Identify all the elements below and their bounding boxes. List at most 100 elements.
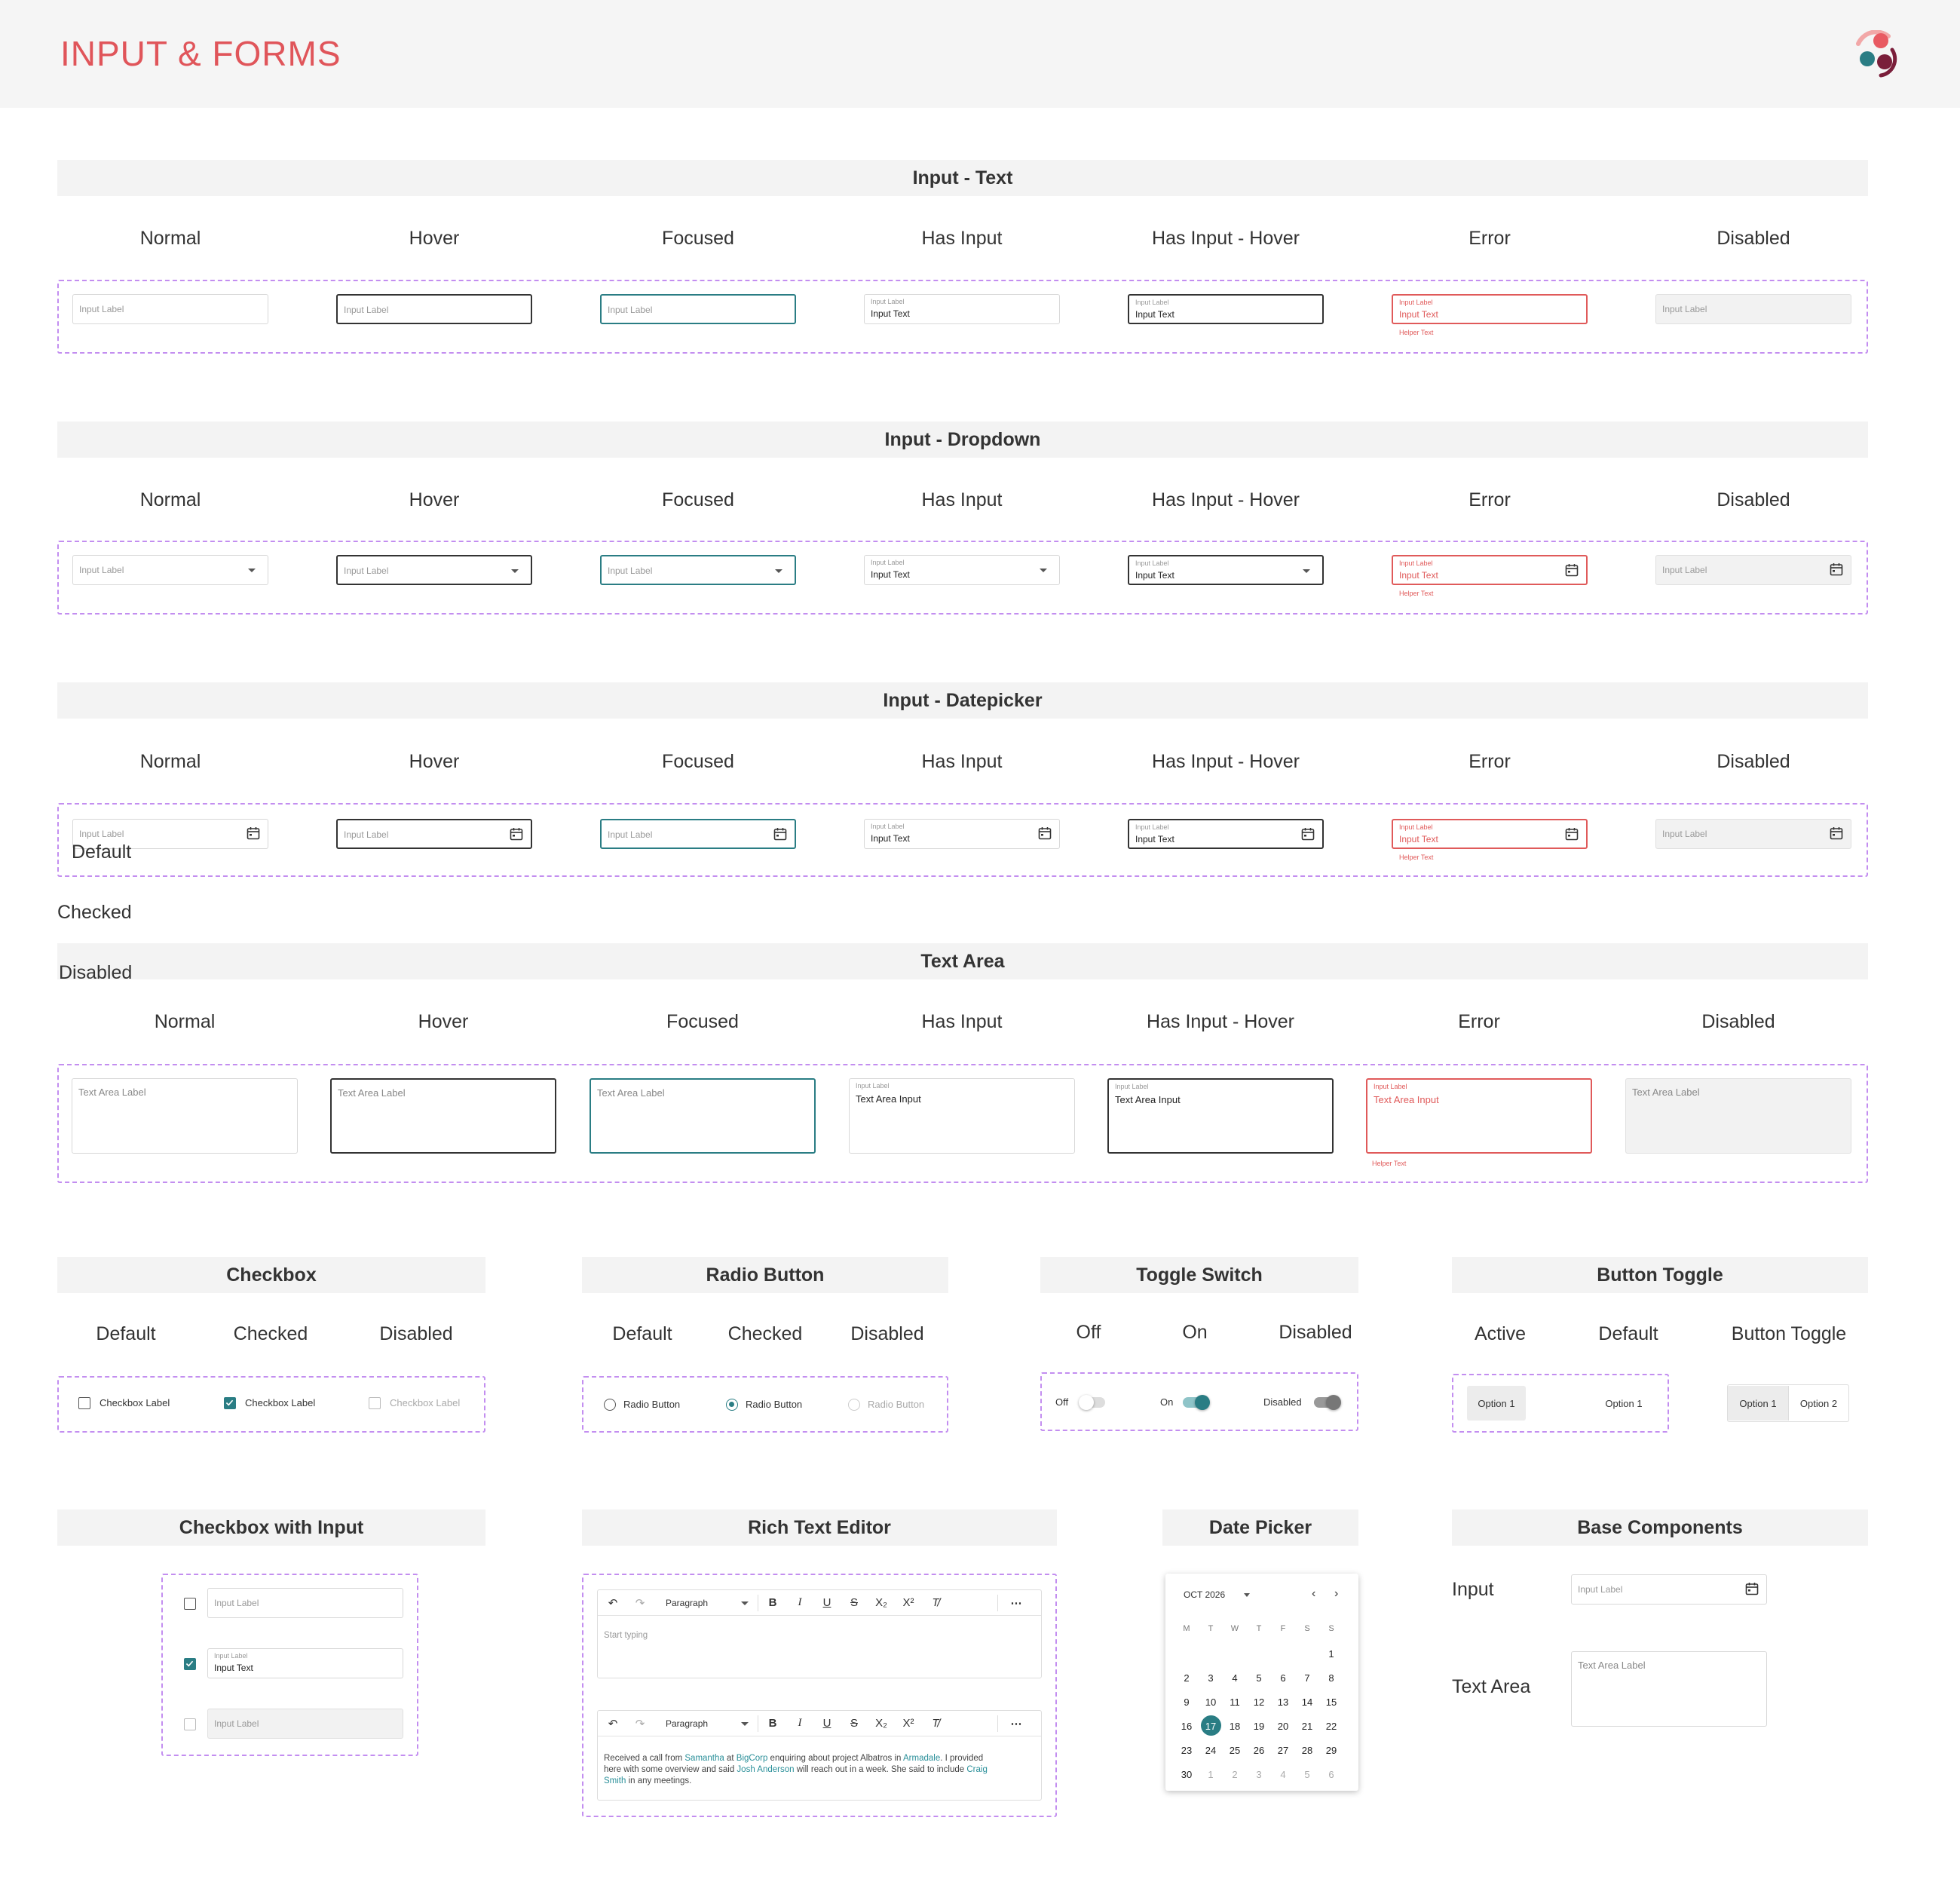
calendar-day[interactable]: 8: [1328, 1672, 1334, 1684]
toggle-on[interactable]: [1183, 1395, 1210, 1410]
chevron-down-icon[interactable]: [1040, 569, 1047, 572]
calendar-day[interactable]: 6: [1280, 1672, 1286, 1684]
strikethrough-icon[interactable]: S: [850, 1717, 858, 1730]
calendar-icon[interactable]: [1301, 827, 1315, 841]
calendar-day[interactable]: 2: [1184, 1672, 1190, 1684]
text-field-focused[interactable]: Input Label: [600, 294, 796, 324]
chevron-down-icon[interactable]: [1244, 1593, 1250, 1597]
calendar-day[interactable]: 30: [1181, 1768, 1193, 1780]
calendar-day[interactable]: 24: [1205, 1744, 1217, 1756]
dropdown-field-hashover[interactable]: Input Label Input Text: [1128, 555, 1324, 585]
calendar-day[interactable]: 16: [1181, 1720, 1193, 1732]
dropdown-field-hasinput[interactable]: Input Label Input Text: [864, 555, 1060, 585]
base-textarea[interactable]: Text Area Label: [1571, 1651, 1767, 1727]
calendar-day[interactable]: 15: [1325, 1696, 1337, 1708]
base-input-field[interactable]: Input Label: [1571, 1574, 1767, 1605]
textarea-hasinput[interactable]: Input Label Text Area Input: [849, 1078, 1075, 1154]
radio[interactable]: [604, 1399, 616, 1411]
calendar-day[interactable]: 10: [1205, 1696, 1217, 1708]
calendar-day[interactable]: 28: [1301, 1744, 1313, 1756]
calendar-day[interactable]: 3: [1208, 1672, 1214, 1684]
calendar-icon[interactable]: [1830, 562, 1843, 576]
chevron-right-icon[interactable]: ›: [1334, 1587, 1339, 1600]
calendar-icon[interactable]: [510, 827, 523, 841]
bold-icon[interactable]: B: [768, 1596, 777, 1609]
bold-icon[interactable]: B: [768, 1717, 777, 1730]
calendar-day[interactable]: 29: [1325, 1744, 1337, 1756]
text-field-normal[interactable]: Input Label: [72, 294, 268, 324]
redo-icon[interactable]: ↷: [635, 1597, 645, 1610]
calendar-day[interactable]: 14: [1301, 1696, 1313, 1708]
chevron-down-icon[interactable]: [741, 1601, 749, 1605]
button-toggle-option-1[interactable]: Option 1: [1728, 1386, 1788, 1421]
italic-icon[interactable]: I: [798, 1596, 802, 1608]
textarea-focused[interactable]: Text Area Label: [590, 1078, 816, 1154]
editor-content[interactable]: Received a call from Samantha at BigCorp…: [604, 1753, 1034, 1787]
button-toggle-active[interactable]: Option 1: [1467, 1386, 1526, 1421]
calendar-day-selected[interactable]: 17: [1199, 1715, 1223, 1736]
checkbox-checked[interactable]: [184, 1658, 196, 1670]
underline-icon[interactable]: U: [822, 1596, 831, 1609]
calendar-day[interactable]: 21: [1301, 1720, 1313, 1732]
rich-text-editor-filled[interactable]: ↶ ↷ Paragraph B I U S X₂ X² T̸ ⋯ Received a call fr…: [597, 1710, 1042, 1801]
toggle-off[interactable]: [1079, 1395, 1105, 1410]
strikethrough-icon[interactable]: S: [850, 1596, 858, 1609]
undo-icon[interactable]: ↶: [608, 1718, 618, 1730]
mention-link[interactable]: Josh Anderson: [737, 1765, 795, 1774]
dropdown-field-error[interactable]: Input Label Input Text: [1392, 555, 1588, 585]
checkbox[interactable]: [78, 1397, 90, 1409]
block-type-select[interactable]: Paragraph: [666, 1598, 709, 1608]
calendar-icon[interactable]: [773, 827, 787, 841]
clear-format-icon[interactable]: T̸: [932, 1717, 939, 1730]
calendar-day[interactable]: 19: [1253, 1720, 1265, 1732]
datepicker-field-normal[interactable]: Input Label: [72, 819, 268, 849]
superscript-icon[interactable]: X²: [902, 1717, 914, 1730]
calendar-day[interactable]: 25: [1229, 1744, 1241, 1756]
checkbox-input-field-default[interactable]: Input Label: [207, 1588, 403, 1618]
calendar-day[interactable]: 4: [1280, 1768, 1286, 1780]
text-field-hashover[interactable]: Input Label Input Text: [1128, 294, 1324, 324]
textarea-hashover[interactable]: Input Label Text Area Input: [1107, 1078, 1334, 1154]
calendar-day[interactable]: 5: [1304, 1768, 1310, 1780]
block-type-select[interactable]: Paragraph: [666, 1718, 709, 1729]
calendar-icon[interactable]: [1565, 563, 1579, 577]
chevron-down-icon[interactable]: [511, 569, 519, 573]
text-field-error[interactable]: Input Label Input Text: [1392, 294, 1588, 324]
subscript-icon[interactable]: X₂: [875, 1596, 887, 1609]
calendar-icon[interactable]: [1038, 826, 1052, 840]
calendar-day[interactable]: 23: [1181, 1744, 1193, 1756]
datepicker-field-hasinput[interactable]: Input Label Input Text: [864, 819, 1060, 849]
underline-icon[interactable]: U: [822, 1717, 831, 1730]
calendar-day[interactable]: 7: [1304, 1672, 1310, 1684]
datepicker-field-hashover[interactable]: Input Label Input Text: [1128, 819, 1324, 849]
calendar-day[interactable]: 2: [1232, 1768, 1238, 1780]
mention-link[interactable]: Samantha: [684, 1754, 724, 1763]
calendar-day[interactable]: 27: [1277, 1744, 1289, 1756]
dropdown-field-hover[interactable]: Input Label: [336, 555, 532, 585]
calendar-icon[interactable]: [1745, 1582, 1759, 1595]
text-field-hasinput[interactable]: Input Label Input Text: [864, 294, 1060, 324]
textarea-error[interactable]: Input Label Text Area Input: [1366, 1078, 1592, 1154]
calendar-day[interactable]: 12: [1253, 1696, 1265, 1708]
textarea-hover[interactable]: Text Area Label: [330, 1078, 556, 1154]
more-icon[interactable]: ⋯: [1010, 1597, 1022, 1610]
chevron-left-icon[interactable]: ‹: [1312, 1587, 1316, 1600]
button-toggle-default[interactable]: Option 1: [1605, 1397, 1643, 1409]
mention-link[interactable]: Craig: [966, 1765, 988, 1774]
month-year-select[interactable]: OCT 2026: [1184, 1589, 1226, 1600]
checkbox-checked[interactable]: [224, 1397, 236, 1409]
calendar-day[interactable]: 11: [1230, 1696, 1240, 1708]
redo-icon[interactable]: ↷: [635, 1718, 645, 1730]
datepicker-field-focused[interactable]: Input Label: [600, 819, 796, 849]
datepicker-field-hover[interactable]: Input Label: [336, 819, 532, 849]
mention-link[interactable]: Armadale: [903, 1754, 941, 1763]
chevron-down-icon[interactable]: [775, 569, 782, 573]
radio-checked[interactable]: [726, 1399, 738, 1411]
rich-text-editor-empty[interactable]: ↶ ↷ Paragraph B I U S X₂ X² T̸ ⋯ Start typing: [597, 1589, 1042, 1678]
calendar-day[interactable]: 22: [1325, 1720, 1337, 1732]
subscript-icon[interactable]: X₂: [875, 1717, 887, 1730]
calendar-day[interactable]: 4: [1232, 1672, 1238, 1684]
calendar-day[interactable]: 9: [1184, 1696, 1190, 1708]
checkbox-input-field-checked[interactable]: Input Label Input Text: [207, 1648, 403, 1678]
clear-format-icon[interactable]: T̸: [932, 1596, 939, 1609]
